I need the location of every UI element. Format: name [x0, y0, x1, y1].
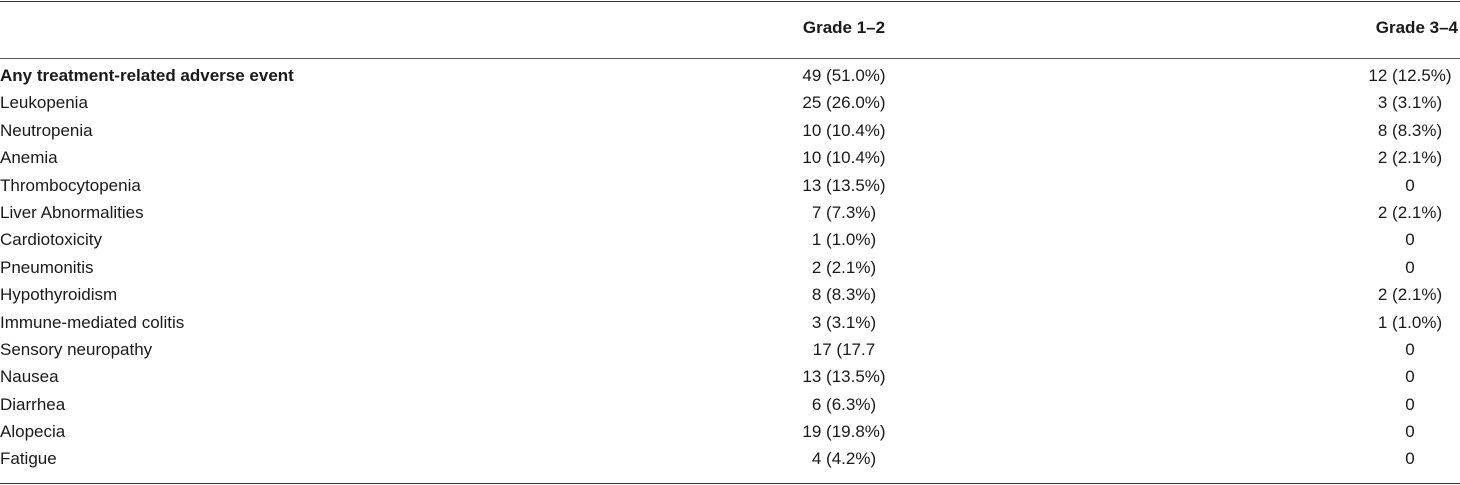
grade-3-4-value: 0: [1405, 175, 1415, 195]
header-grade-3-4: Grade 3–4: [1375, 18, 1458, 37]
table-row: Alopecia 19 (19.8%) 0: [0, 418, 1460, 445]
adverse-event-label: Alopecia: [0, 422, 66, 442]
grade-1-2-value: 13 (13.5%): [802, 175, 886, 195]
grade-3-4-value: 0: [1405, 449, 1415, 469]
table-row: Neutropenia 10 (10.4%) 8 (8.3%): [0, 117, 1460, 144]
table-header-row: Grade 1–2 Grade 3–4: [0, 14, 1460, 42]
table-row: Hypothyroidism 8 (8.3%) 2 (2.1%): [0, 281, 1460, 308]
table-row: Diarrhea 6 (6.3%) 0: [0, 391, 1460, 418]
adverse-event-label: Immune-mediated colitis: [0, 312, 185, 332]
grade-1-2-value: 13 (13.5%): [802, 367, 886, 387]
table-bottom-rule: [0, 483, 1460, 484]
adverse-event-label: Diarrhea: [0, 394, 66, 414]
table-row: Fatigue 4 (4.2%) 0: [0, 445, 1460, 472]
grade-3-4-value: 0: [1405, 422, 1415, 442]
grade-1-2-value: 1 (1.0%): [811, 230, 877, 250]
adverse-event-label: Liver Abnormalities: [0, 202, 144, 222]
grade-1-2-value: 4 (4.2%): [811, 449, 877, 469]
grade-1-2-value: 3 (3.1%): [811, 312, 877, 332]
table-row: Cardiotoxicity 1 (1.0%) 0: [0, 226, 1460, 253]
grade-1-2-value: 19 (19.8%): [802, 422, 886, 442]
adverse-event-label: Thrombocytopenia: [0, 175, 141, 195]
grade-1-2-value: 2 (2.1%): [811, 257, 877, 277]
grade-1-2-value: 7 (7.3%): [811, 202, 877, 222]
adverse-event-label: Neutropenia: [0, 120, 93, 140]
table-top-rule: [0, 1, 1460, 2]
table-row: Pneumonitis 2 (2.1%) 0: [0, 254, 1460, 281]
table-row: Sensory neuropathy 17 (17.7 0: [0, 336, 1460, 363]
adverse-event-label: Hypothyroidism: [0, 285, 118, 305]
adverse-event-label: Fatigue: [0, 449, 57, 469]
grade-1-2-value: 10 (10.4%): [802, 120, 886, 140]
grade-3-4-value: 0: [1405, 230, 1415, 250]
grade-3-4-value: 1 (1.0%): [1377, 312, 1443, 332]
table-row: Immune-mediated colitis 3 (3.1%) 1 (1.0%): [0, 309, 1460, 336]
table-row: Any treatment-related adverse event 49 (5…: [0, 62, 1460, 89]
adverse-event-label: Leukopenia: [0, 93, 88, 113]
grade-3-4-value: 8 (8.3%): [1377, 120, 1443, 140]
grade-3-4-value: 0: [1405, 367, 1415, 387]
grade-1-2-value: 25 (26.0%): [802, 93, 886, 113]
adverse-event-label: Nausea: [0, 367, 59, 387]
grade-1-2-value: 49 (51.0%): [802, 66, 886, 85]
grade-3-4-value: 2 (2.1%): [1377, 202, 1443, 222]
grade-3-4-value: 0: [1405, 394, 1415, 414]
table-row: Thrombocytopenia 13 (13.5%) 0: [0, 172, 1460, 199]
grade-1-2-value: 8 (8.3%): [811, 285, 877, 305]
table-header-rule: [0, 58, 1460, 59]
table-row: Anemia 10 (10.4%) 2 (2.1%): [0, 144, 1460, 171]
grade-1-2-value: 10 (10.4%): [802, 148, 886, 168]
grade-1-2-value: 6 (6.3%): [811, 394, 877, 414]
table-body: Any treatment-related adverse event 49 (5…: [0, 62, 1460, 473]
table-row: Nausea 13 (13.5%) 0: [0, 363, 1460, 390]
table-row: Leukopenia 25 (26.0%) 3 (3.1%): [0, 89, 1460, 116]
grade-3-4-value: 0: [1405, 339, 1415, 359]
adverse-event-label: Sensory neuropathy: [0, 339, 153, 359]
header-grade-1-2: Grade 1–2: [802, 18, 886, 37]
grade-3-4-value: 0: [1405, 257, 1415, 277]
adverse-event-label: Pneumonitis: [0, 257, 94, 277]
grade-3-4-value: 2 (2.1%): [1377, 148, 1443, 168]
adverse-event-label: Anemia: [0, 148, 58, 168]
grade-3-4-value: 3 (3.1%): [1377, 93, 1443, 113]
grade-3-4-value: 2 (2.1%): [1377, 285, 1443, 305]
grade-3-4-value: 12 (12.5%): [1368, 66, 1452, 85]
adverse-event-label: Cardiotoxicity: [0, 230, 103, 250]
adverse-event-label: Any treatment-related adverse event: [0, 66, 294, 85]
grade-1-2-value: 17 (17.7: [812, 339, 876, 359]
table-row: Liver Abnormalities 7 (7.3%) 2 (2.1%): [0, 199, 1460, 226]
